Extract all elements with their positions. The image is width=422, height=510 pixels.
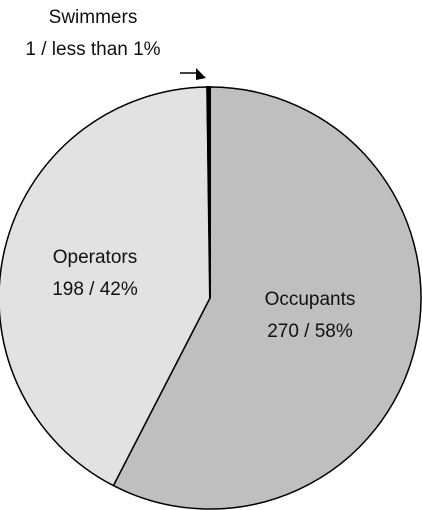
pie-slice [206, 85, 211, 299]
slice-label: Occupants [265, 289, 356, 310]
slice-value-label: 270 / 58% [267, 321, 353, 342]
slice-value-label: 1 / less than 1% [25, 39, 160, 60]
pie [0, 85, 422, 510]
pie-slice [112, 86, 422, 510]
slice-value-label: 198 / 42% [52, 279, 138, 300]
slice-label: Swimmers [49, 7, 138, 28]
slice-label: Operators [53, 247, 137, 268]
pie-slice [0, 86, 211, 487]
leader-arrow [196, 68, 206, 80]
